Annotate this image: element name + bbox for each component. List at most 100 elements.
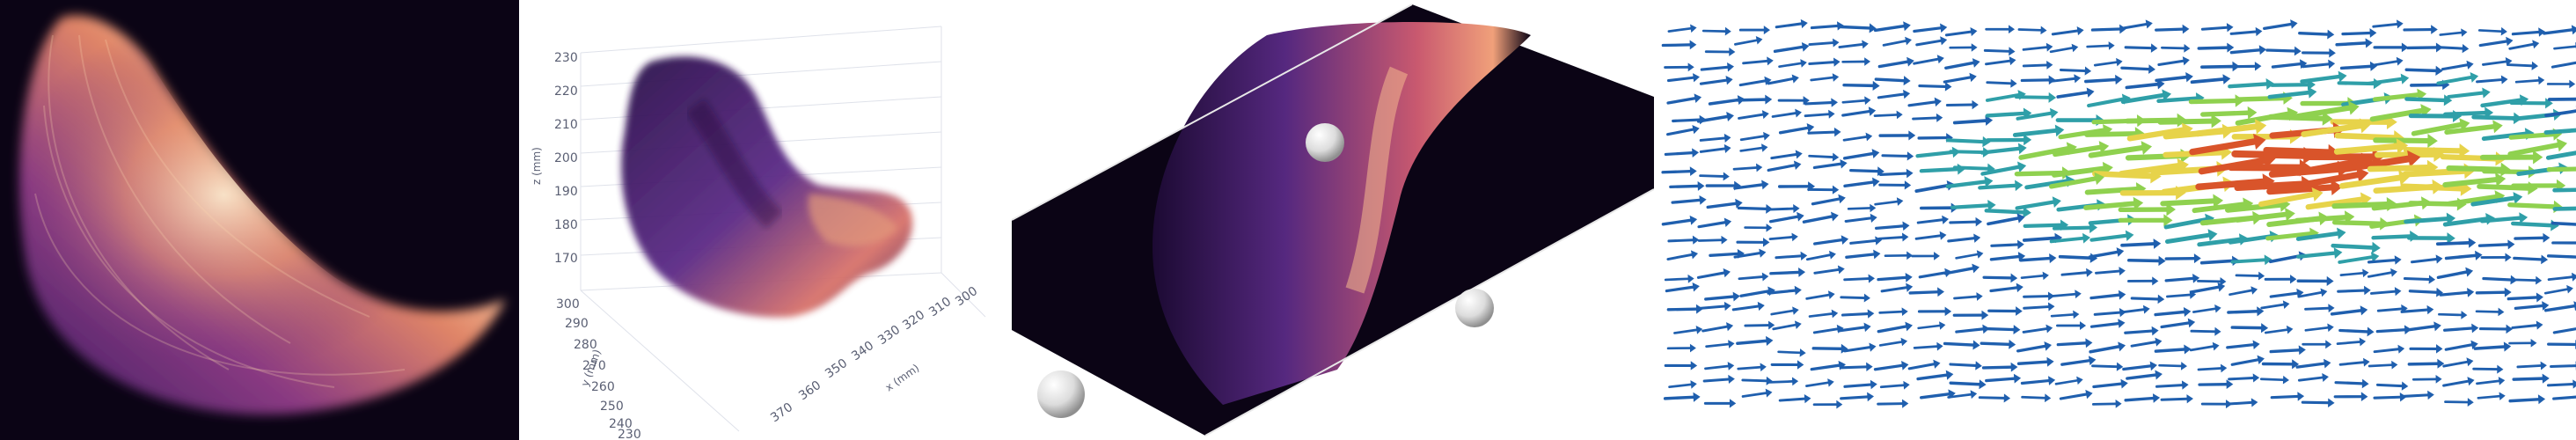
vector-arrow-head	[2073, 310, 2080, 319]
vector-arrow-head	[1768, 320, 1775, 330]
vector-arrow-shaft	[1943, 341, 1975, 347]
vector-arrow-shaft	[2016, 360, 2049, 365]
vector-arrow-head	[2040, 26, 2047, 35]
vector-arrow-shaft	[1661, 218, 1693, 226]
vector-arrow-head	[2433, 321, 2441, 332]
vector-arrow-shaft	[1842, 83, 1875, 88]
vector-arrow-head	[1863, 293, 1870, 303]
vector-arrow-shaft	[2052, 225, 2092, 231]
vector-arrow-shaft	[2049, 47, 2074, 54]
vector-arrow-shaft	[2436, 270, 2469, 280]
vector-arrows	[1661, 18, 2576, 409]
vector-arrow-shaft	[2229, 30, 2258, 35]
vector-arrow-head	[2075, 290, 2082, 299]
vector-arrow-shaft	[1913, 26, 1943, 33]
vector-arrow-shaft	[2130, 297, 2160, 301]
vector-arrow-shaft	[2091, 402, 2118, 406]
vector-arrow-head	[2507, 239, 2515, 250]
vector-arrow-shaft	[1952, 119, 1987, 125]
vector-arrow-head	[2540, 361, 2547, 370]
vector-arrow-shaft	[2369, 107, 2425, 122]
vector-arrow-shaft	[1843, 277, 1870, 282]
projection-image	[0, 0, 519, 440]
vector-arrow-shaft	[1985, 59, 2011, 66]
vector-arrow-head	[2258, 271, 2265, 281]
vector-arrow-head	[2499, 392, 2506, 400]
vector-arrow-shaft	[1696, 114, 1729, 123]
vector-arrow-head	[2226, 379, 2234, 390]
vector-arrow-head	[1697, 181, 1705, 191]
vector-arrow-head	[2226, 23, 2234, 33]
vector-arrow-shaft	[2226, 400, 2253, 406]
vector-arrow-shaft	[2476, 379, 2500, 385]
vector-arrow-shaft	[1945, 138, 1985, 144]
vector-arrow-head	[2566, 284, 2573, 294]
vector-arrow-shaft	[2373, 60, 2398, 67]
vector-arrow-shaft	[1805, 381, 1830, 387]
vector-arrow-head	[2492, 120, 2503, 134]
vector-arrow-head	[1939, 321, 1946, 330]
vector-arrow-shaft	[1808, 41, 1834, 46]
vector-arrow-shaft	[2447, 91, 2485, 99]
vector-arrow-head	[1767, 56, 1774, 66]
vector-arrow-shaft	[1813, 268, 1841, 275]
vector-arrow-head	[1793, 160, 1802, 171]
vector-arrow-shaft	[2189, 345, 2214, 352]
vector-arrow-head	[1841, 235, 1849, 245]
vector-arrow-head	[1761, 143, 1768, 152]
vector-arrow-shaft	[1768, 380, 1794, 384]
vector-arrow-head	[2426, 304, 2434, 315]
vector-arrow-head	[1976, 292, 1983, 301]
vector-arrow-shaft	[1805, 253, 1832, 261]
vector-arrow-head	[2080, 321, 2087, 330]
vector-arrow-head	[1982, 136, 1991, 148]
vector-arrow-shaft	[1989, 254, 2021, 261]
vector-arrow-head	[1764, 76, 1772, 85]
vector-arrow-shaft	[1812, 162, 1842, 170]
vector-arrow-head	[1869, 342, 1877, 352]
volume-render	[1003, 0, 1654, 440]
z-tick: 210	[554, 118, 578, 132]
vector-arrow-head	[2504, 287, 2512, 297]
vector-arrow-shaft	[2120, 92, 2165, 105]
vector-arrow-head	[1940, 36, 1948, 46]
vector-arrow-shaft	[2546, 382, 2574, 387]
vector-arrow-shaft	[1873, 363, 1904, 371]
vector-arrow-shaft	[1705, 342, 1731, 348]
vector-arrow-head	[2465, 267, 2474, 277]
vector-arrow-shaft	[2053, 144, 2103, 158]
vector-arrow-head	[1940, 23, 1948, 33]
vector-arrow-head	[1694, 93, 1702, 104]
vector-arrow-head	[2046, 60, 2053, 70]
vector-arrow-shaft	[2443, 326, 2474, 332]
vector-arrow-shaft	[2192, 307, 2217, 313]
vector-arrow-shaft	[2015, 200, 2056, 210]
vector-arrow-shaft	[2442, 216, 2489, 227]
vector-arrow-shaft	[1943, 267, 1974, 275]
vector-arrow-shaft	[2093, 61, 2119, 67]
vector-arrow-head	[1944, 306, 1952, 317]
vector-arrow-shaft	[1702, 378, 1731, 383]
y-tick: 290	[565, 317, 589, 331]
vector-arrow-shaft	[1944, 61, 1975, 70]
vector-arrow-shaft	[2022, 63, 2048, 68]
vector-arrow-shaft	[1847, 207, 1871, 210]
vector-arrow-head	[2155, 370, 2163, 380]
vector-arrow-shaft	[1842, 136, 1868, 142]
vector-arrow-head	[2531, 61, 2539, 70]
vector-arrow-shaft	[2089, 293, 2121, 300]
vector-arrow-head	[2505, 253, 2512, 262]
vector-arrow-shaft	[1978, 396, 2006, 400]
vector-arrow-shaft	[2331, 201, 2390, 209]
vector-arrow-shaft	[2089, 345, 2120, 354]
vector-arrow-head	[2572, 379, 2576, 389]
vector-arrow-head	[1870, 203, 1877, 213]
vector-arrow-shaft	[1879, 384, 1906, 389]
vector-arrow-shaft	[2195, 178, 2267, 191]
vector-arrow-shaft	[2553, 45, 2576, 50]
vector-arrow-head	[2255, 26, 2263, 37]
vector-arrow-head	[2542, 373, 2550, 384]
vector-arrow-head	[2328, 59, 2336, 70]
vector-arrow-shaft	[2294, 105, 2353, 120]
vector-arrow-head	[1792, 306, 1799, 315]
